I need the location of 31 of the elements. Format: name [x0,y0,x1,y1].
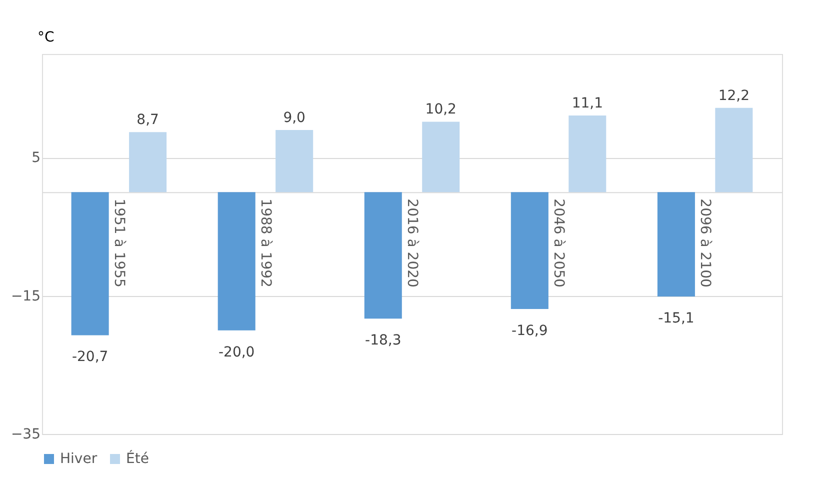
bar [276,130,314,192]
legend-label: Été [126,450,149,467]
bar [218,192,256,330]
data-label: 10,2 [425,102,456,118]
data-label: -20,7 [72,349,108,366]
y-axis-title: °C [38,30,54,46]
legend-label: Hiver [60,451,98,467]
data-label: -16,9 [512,322,548,339]
x-tick-label: 2096 à 2100 [697,198,714,288]
data-label: -18,3 [365,332,402,349]
bar [71,192,109,336]
y-tick-label: 5 [32,150,40,166]
data-label: -15,1 [658,310,694,327]
bar [422,122,460,192]
bar [364,192,402,319]
data-label: 12,2 [718,88,750,104]
data-label: 9,0 [283,110,306,126]
bar [510,192,548,309]
y-tick-label: −35 [10,426,40,442]
data-label: -20,0 [218,344,255,360]
bar [129,132,167,192]
bar [657,192,695,297]
x-tick-label: 2046 à 2050 [550,198,567,288]
x-tick-label: 2016 à 2020 [404,198,420,288]
y-tick-label: −15 [10,288,40,304]
bar [715,108,753,192]
x-tick-label: 1951 à 1955 [110,198,127,288]
bar [568,115,606,192]
data-label: 8,7 [136,112,159,128]
x-tick-label: 1988 à 1992 [257,198,274,288]
data-label: 11,1 [572,95,603,112]
